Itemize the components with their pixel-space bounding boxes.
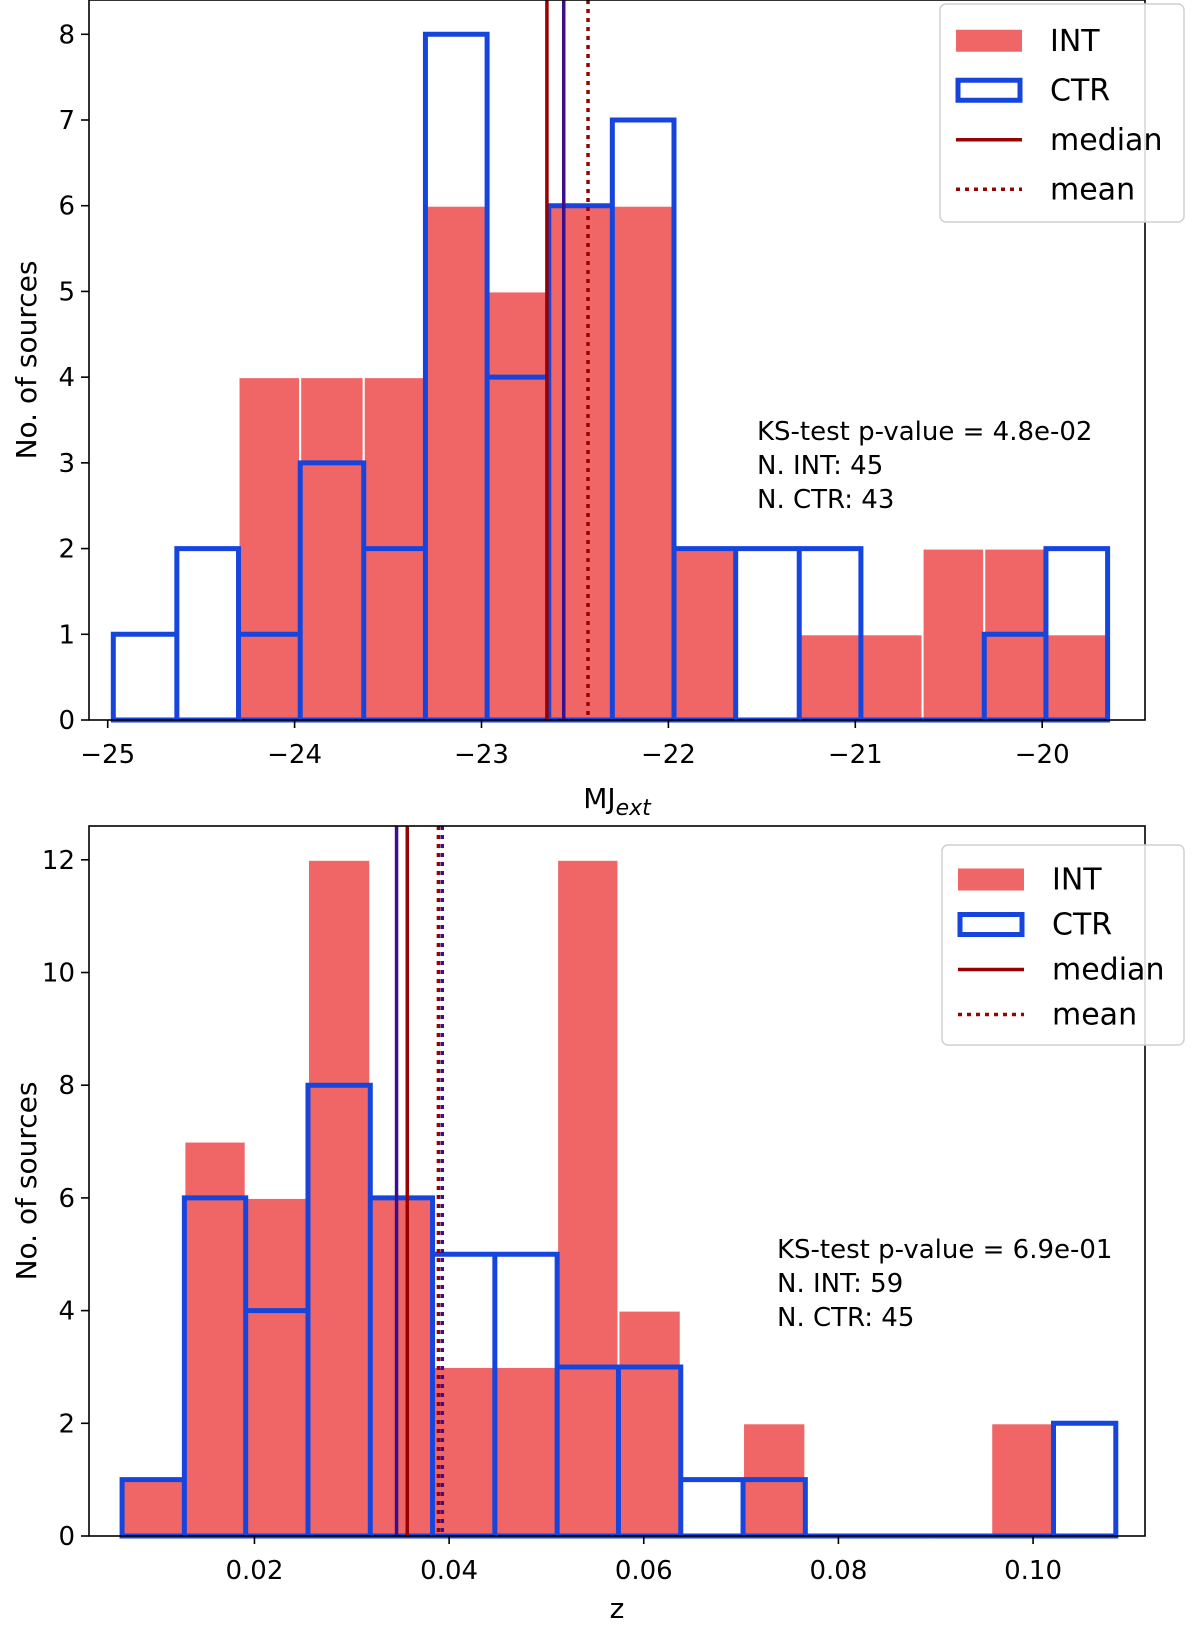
y-tick-label: 4 xyxy=(58,363,75,393)
bar-int xyxy=(424,204,489,721)
legend-box xyxy=(941,844,1185,1046)
y-tick-label: 8 xyxy=(58,20,75,50)
y-tick-label: 12 xyxy=(42,846,75,876)
bar-int xyxy=(617,1309,682,1537)
chart-panel-2: 0 2 4 6 8 10 12 0.02 0.04 0.06 0.08 0.10 No. of sour… xyxy=(10,825,1185,1625)
y-axis-label: No. of sources xyxy=(10,1082,43,1281)
bar-int xyxy=(921,547,986,721)
x-tick-label: 0.06 xyxy=(615,1556,673,1586)
legend-label: INT xyxy=(1052,863,1102,898)
bar-int xyxy=(493,1365,559,1538)
bar-int xyxy=(486,290,550,721)
bar-int xyxy=(990,1422,1055,1538)
x-tick-label: 0.10 xyxy=(1004,1556,1062,1586)
y-tick-label: 8 xyxy=(58,1071,75,1101)
annotation-line: N. INT: 45 xyxy=(757,451,883,481)
y-tick-label: 3 xyxy=(58,449,75,479)
legend-label: CTR xyxy=(1052,908,1112,943)
bar-int xyxy=(299,376,365,721)
x-tick-label: −21 xyxy=(828,740,883,770)
x-tick-label: 0.02 xyxy=(226,1556,284,1586)
x-tick-label: −23 xyxy=(454,740,509,770)
x-tick-label: −22 xyxy=(641,740,696,770)
bar-int xyxy=(237,376,302,721)
x-tick-label: −25 xyxy=(80,740,135,770)
legend-label: mean xyxy=(1052,998,1137,1033)
x-tick-label: 0.08 xyxy=(809,1556,867,1586)
annotation-line: N. INT: 59 xyxy=(777,1269,903,1299)
bar-int xyxy=(1044,633,1109,721)
y-tick-label: 0 xyxy=(58,706,75,736)
legend-handle-int xyxy=(956,29,1022,52)
bar-int xyxy=(611,204,676,721)
bar-int xyxy=(183,1140,247,1537)
y-tick-label: 6 xyxy=(58,192,75,222)
bar-int xyxy=(859,633,924,721)
legend: INT CTR median mean xyxy=(939,3,1185,223)
y-tick-label: 1 xyxy=(58,620,75,650)
x-axis-label: MJext xyxy=(583,782,652,821)
y-tick-label: 6 xyxy=(58,1184,75,1214)
bar-int xyxy=(306,858,372,1537)
y-tick-label: 5 xyxy=(58,277,75,307)
legend-handle-ctr xyxy=(955,77,1023,103)
legend-box xyxy=(939,3,1185,223)
x-tick-label: −20 xyxy=(1015,740,1070,770)
bar-int xyxy=(121,1478,186,1537)
annotation-line: KS-test p-value = 4.8e-02 xyxy=(757,417,1092,447)
legend: INT CTR median mean xyxy=(941,844,1185,1046)
axes-frame xyxy=(88,825,1146,1537)
bar-int xyxy=(673,547,737,721)
chart-panel-1: 0 1 2 3 4 5 6 7 8 −25 −24 −23 −22 −21 −20 No. of source… xyxy=(10,0,1185,821)
annotation-line: N. CTR: 43 xyxy=(757,485,894,515)
x-tick-label: 0.04 xyxy=(420,1556,478,1586)
y-tick-label: 0 xyxy=(58,1522,75,1552)
legend-handle-ctr xyxy=(957,912,1025,937)
legend-handle-int xyxy=(958,868,1024,891)
axes-frame xyxy=(88,0,1146,721)
legend-label: median xyxy=(1050,123,1162,158)
bar-int xyxy=(556,858,620,1537)
y-tick-label: 2 xyxy=(58,1409,75,1439)
bar-int xyxy=(244,1196,309,1538)
legend-label: median xyxy=(1052,953,1164,988)
y-tick-label: 7 xyxy=(58,106,75,136)
bar-int xyxy=(798,633,862,721)
legend-label: CTR xyxy=(1050,73,1110,108)
bar-int xyxy=(547,204,614,721)
y-axis-label: No. of sources xyxy=(10,261,43,460)
annotation-line: N. CTR: 45 xyxy=(777,1303,914,1333)
y-tick-label: 10 xyxy=(42,959,75,989)
y-tick-label: 2 xyxy=(58,535,75,565)
legend-label: mean xyxy=(1050,172,1135,207)
x-tick-label: −24 xyxy=(267,740,322,770)
bar-int xyxy=(369,1196,434,1538)
y-tick-label: 4 xyxy=(58,1297,75,1327)
annotation-line: KS-test p-value = 6.9e-01 xyxy=(777,1235,1112,1265)
x-axis-label: z xyxy=(610,1592,625,1625)
legend-label: INT xyxy=(1050,24,1100,59)
